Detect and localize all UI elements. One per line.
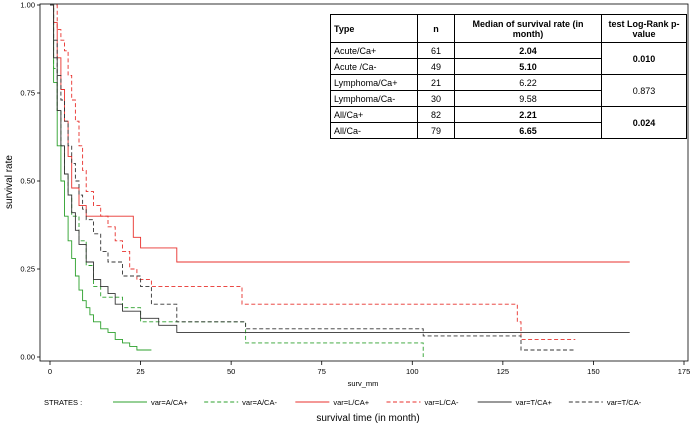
y-tick-label: 0.75	[20, 89, 35, 98]
table-header-row: Type n Median of survival rate (in month…	[330, 14, 687, 43]
legend-label: var=L/CA-	[425, 398, 459, 407]
x-axis-ticks: 0 25 50 75 100 125 150 175	[48, 361, 690, 376]
row-median: 6.65	[454, 122, 602, 139]
y-tick-label: 0.25	[20, 265, 35, 274]
header-type: Type	[330, 14, 418, 43]
row-pvalue: 0.873	[601, 74, 687, 107]
header-pvalue: test Log-Rank p-value	[601, 14, 687, 43]
legend: var=A/CA+ var=A/CA-var=L/CA+ var=L/CA-var=…	[113, 398, 642, 407]
y-axis-label: survival rate	[4, 155, 15, 209]
row-median: 9.58	[454, 90, 602, 107]
row-n: 61	[417, 42, 455, 59]
row-type: All/Ca+	[330, 106, 418, 123]
legend-label: var=T/CA-	[607, 398, 642, 407]
survival-curves	[50, 4, 630, 357]
row-median: 6.22	[454, 74, 602, 91]
y-tick-label: 0.00	[20, 353, 35, 362]
row-n: 30	[417, 90, 455, 107]
table-row: Acute /Ca- 49 5.10	[330, 58, 687, 75]
legend-label: var=A/CA+	[151, 398, 188, 407]
row-pvalue: 0.010	[601, 42, 687, 75]
row-type: All/Ca-	[330, 122, 418, 139]
y-tick-label: 0.50	[20, 177, 35, 186]
row-type: Acute /Ca-	[330, 58, 418, 75]
x-tick-label: 150	[587, 367, 600, 376]
x-axis-secondary-label: surv_mm	[348, 379, 379, 388]
row-n: 21	[417, 74, 455, 91]
header-median: Median of survival rate (in month)	[454, 14, 602, 43]
legend-label: var=L/CA+	[333, 398, 369, 407]
table-row: Lymphoma/Ca- 30 9.58	[330, 90, 687, 107]
row-type: Lymphoma/Ca-	[330, 90, 418, 107]
x-tick-label: 125	[497, 367, 510, 376]
legend-title: STRATES :	[44, 398, 82, 407]
x-tick-label: 100	[406, 367, 419, 376]
series-line-var-t-ca-	[50, 4, 576, 351]
plot-frame	[39, 3, 689, 362]
row-median: 5.10	[454, 58, 602, 75]
row-pvalue: 0.024	[601, 106, 687, 139]
y-tick-label: 1.00	[20, 1, 35, 10]
legend-label: var=A/CA-	[242, 398, 277, 407]
x-tick-label: 75	[318, 367, 326, 376]
x-axis-label: survival time (in month)	[316, 413, 419, 424]
row-type: Acute/Ca+	[330, 42, 418, 59]
row-n: 82	[417, 106, 455, 123]
row-median: 2.04	[454, 42, 602, 59]
row-n: 79	[417, 122, 455, 139]
row-median: 2.21	[454, 106, 602, 123]
y-axis-ticks: 0.00 0.25 0.50 0.75 1.00	[20, 1, 40, 362]
legend-label: var=T/CA+	[516, 398, 553, 407]
statistics-table: Type n Median of survival rate (in month…	[330, 14, 687, 139]
series-line-var-t-ca-	[50, 4, 630, 333]
header-n: n	[417, 14, 455, 43]
row-n: 49	[417, 58, 455, 75]
x-tick-label: 50	[227, 367, 235, 376]
x-tick-label: 0	[48, 367, 52, 376]
row-type: Lymphoma/Ca+	[330, 74, 418, 91]
series-line-var-l-ca-	[50, 4, 576, 340]
x-tick-label: 25	[136, 367, 144, 376]
table-row: All/Ca- 79 6.65	[330, 122, 687, 139]
table-row: All/Ca+ 82 2.21 0.024	[330, 106, 687, 139]
x-tick-label: 175	[678, 367, 691, 376]
table-row: Acute/Ca+ 61 2.04 0.010	[330, 42, 687, 75]
table-row: Lymphoma/Ca+ 21 6.22 0.873	[330, 74, 687, 107]
series-line-var-a-ca-	[50, 4, 152, 351]
